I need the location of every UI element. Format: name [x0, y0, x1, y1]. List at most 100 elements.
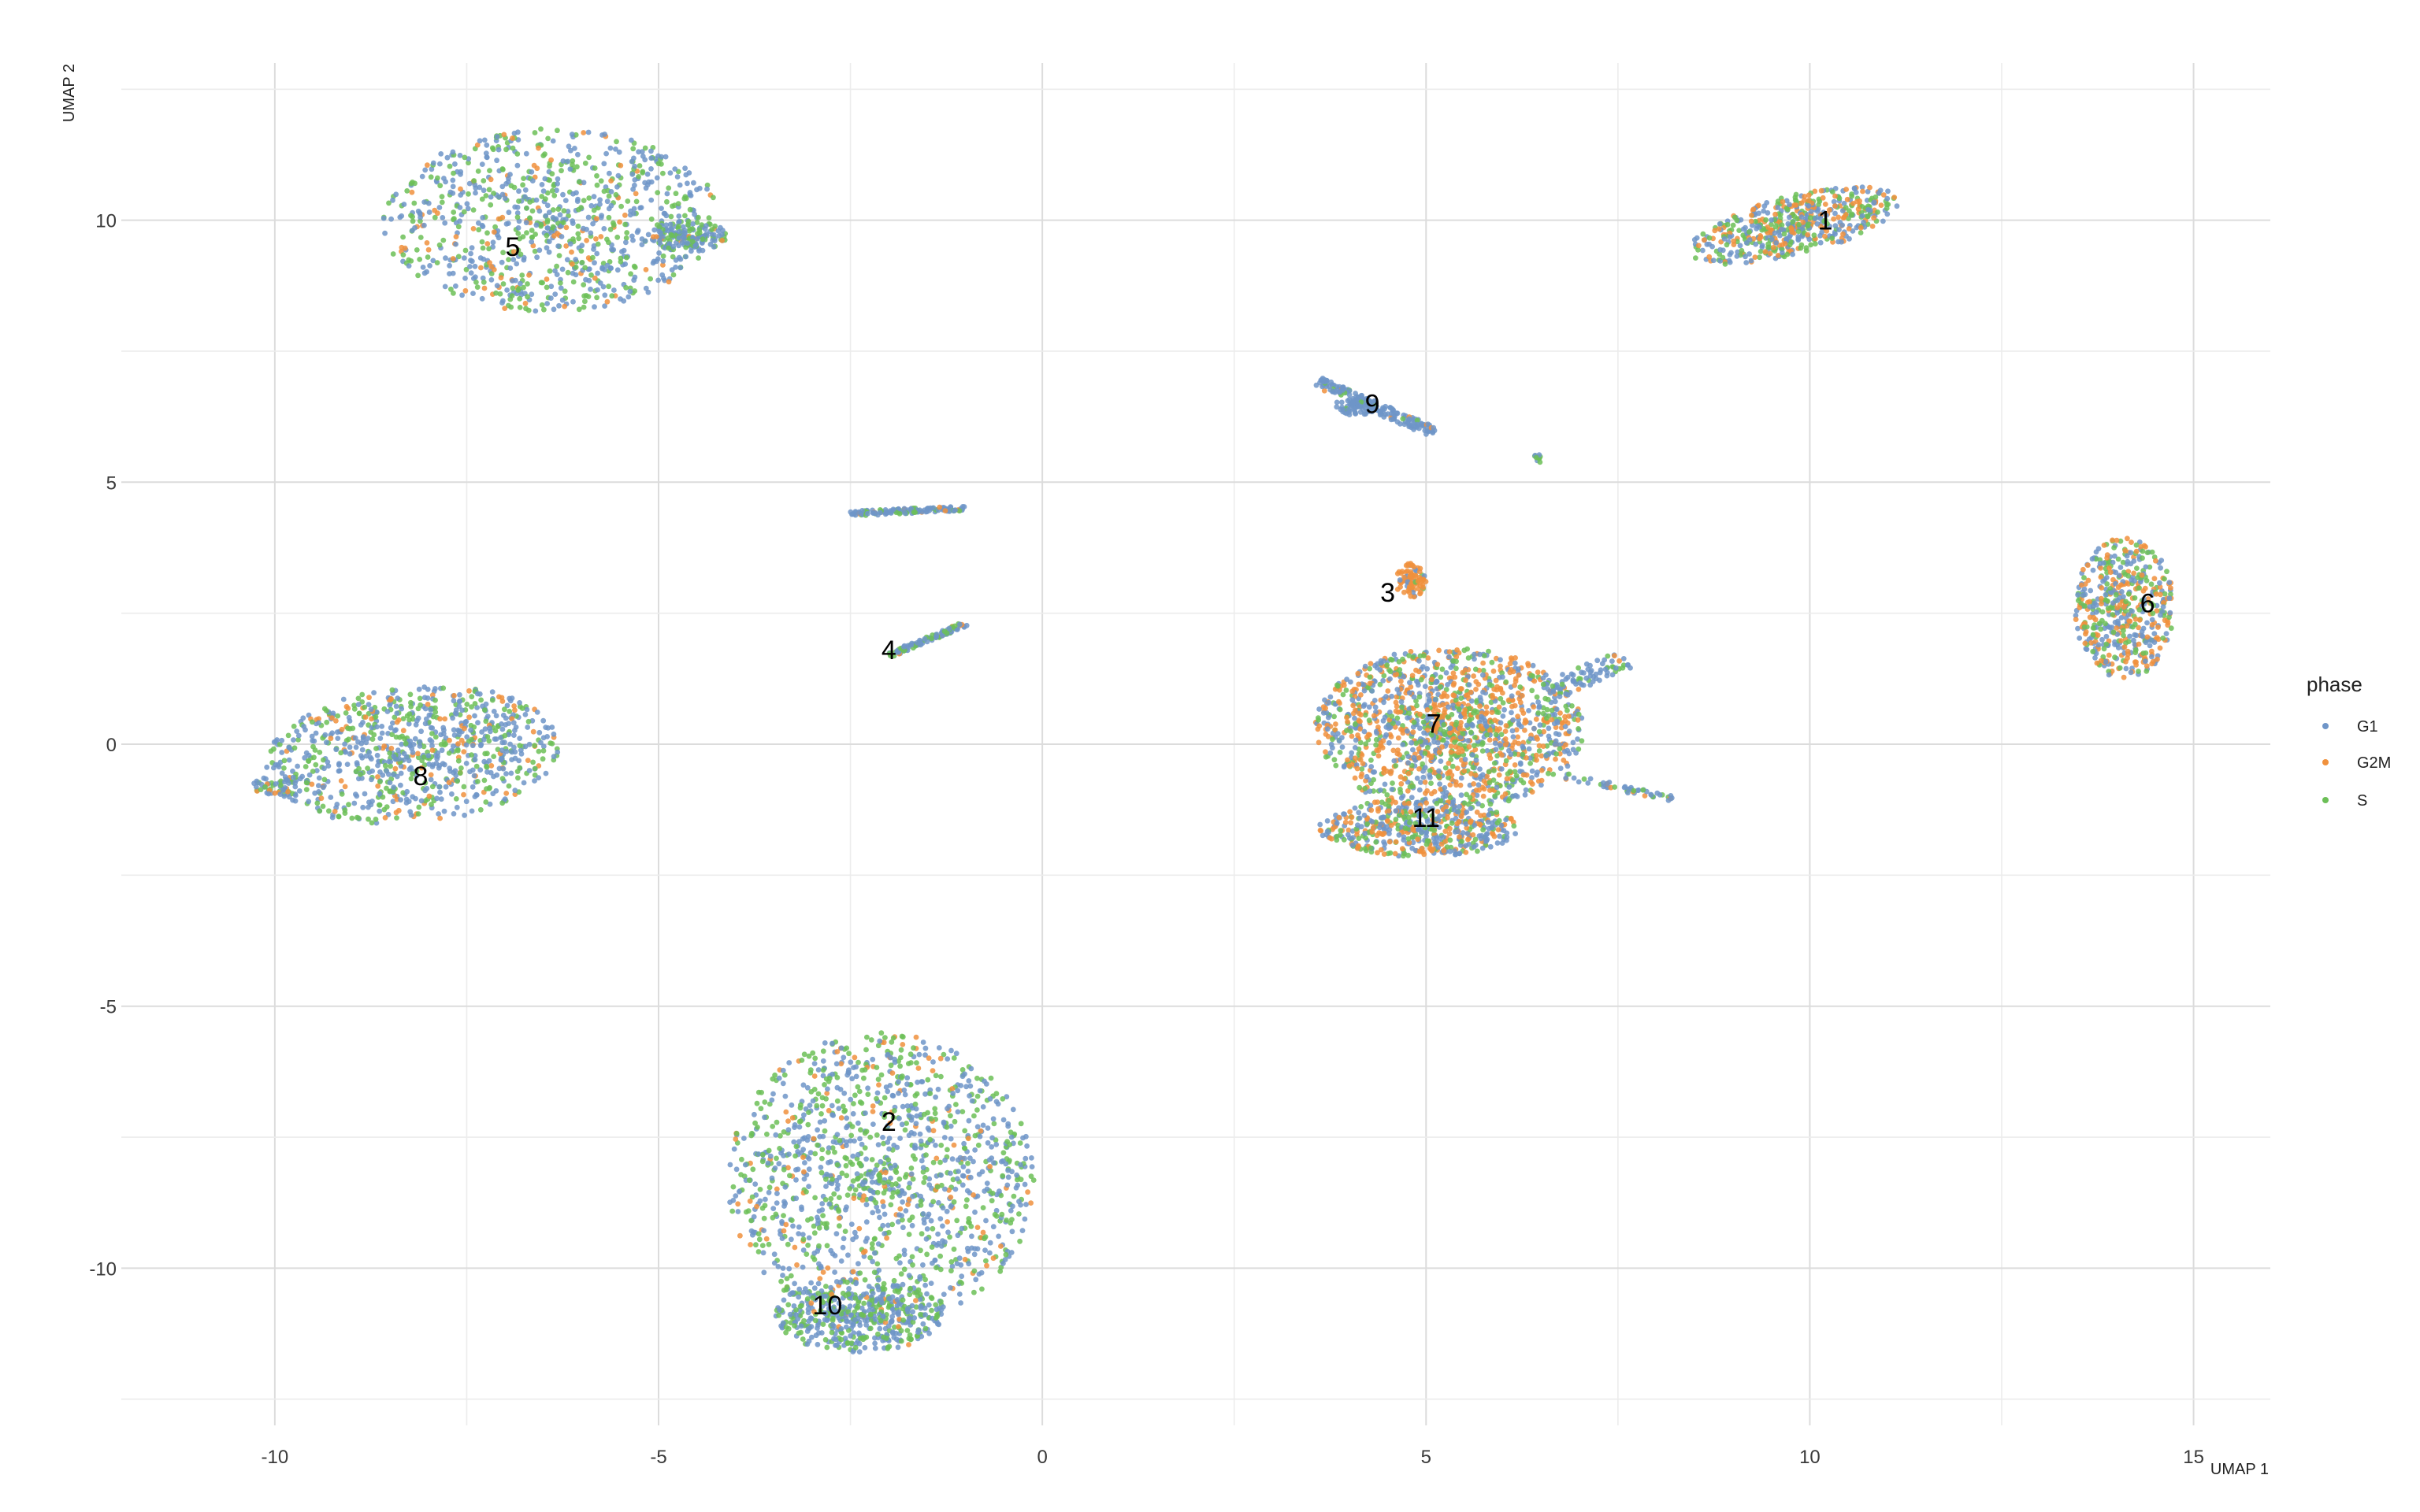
cell-point: [487, 168, 492, 174]
cell-point: [843, 1324, 849, 1330]
cell-point: [366, 816, 371, 822]
cell-point: [1018, 1177, 1024, 1183]
cell-point: [438, 796, 444, 802]
cell-point: [993, 1142, 1000, 1147]
cell-point: [922, 1175, 928, 1180]
cell-point: [1716, 226, 1722, 232]
cell-point: [800, 1082, 807, 1088]
cell-point: [439, 199, 445, 206]
cell-point: [739, 1156, 744, 1162]
cell-point: [786, 1266, 792, 1272]
cell-point: [536, 247, 543, 254]
cell-point: [818, 1111, 824, 1117]
cell-point: [915, 1329, 921, 1335]
cell-point: [909, 1254, 915, 1260]
cell-point: [591, 194, 597, 200]
cell-point: [776, 1313, 781, 1318]
cell-point: [507, 709, 513, 714]
cell-point: [1515, 713, 1520, 720]
cell-point: [836, 1215, 842, 1221]
cell-point: [316, 783, 321, 788]
cell-point: [522, 300, 529, 306]
cell-point: [642, 157, 648, 163]
cell-point: [306, 752, 312, 758]
cell-point: [1779, 222, 1785, 228]
cell-point: [559, 234, 565, 239]
cell-point: [940, 1223, 945, 1229]
cell-point: [906, 1273, 912, 1279]
cell-point: [550, 224, 556, 230]
cell-point: [1384, 792, 1390, 798]
cell-point: [666, 245, 672, 251]
cell-point: [1763, 217, 1769, 223]
cell-point: [328, 795, 334, 800]
cell-point: [463, 799, 470, 805]
cell-point: [802, 1160, 807, 1166]
cell-point: [812, 1151, 818, 1157]
cell-point: [929, 1295, 935, 1302]
cell-point: [515, 775, 521, 781]
cell-point: [432, 753, 439, 758]
cell-point: [646, 179, 651, 185]
cell-point: [356, 710, 362, 717]
cell-point: [1477, 766, 1483, 772]
cell-point: [674, 174, 681, 180]
cell-point: [935, 1321, 941, 1327]
cell-point: [1761, 226, 1767, 232]
cell-point: [737, 1232, 743, 1239]
cell-point: [1569, 703, 1575, 709]
cell-point: [369, 776, 374, 783]
cell-point: [905, 1309, 911, 1315]
cell-point: [500, 166, 506, 172]
cell-point: [356, 776, 362, 782]
cell-point: [1509, 703, 1515, 710]
cell-point: [443, 784, 449, 790]
cell-point: [908, 1171, 915, 1177]
cell-point: [470, 291, 476, 296]
cell-point: [878, 1072, 885, 1078]
cell-point: [870, 1291, 876, 1296]
cell-point: [366, 695, 372, 701]
cell-point: [774, 1191, 780, 1196]
cell-point: [933, 1302, 939, 1308]
cell-point: [484, 734, 491, 739]
cell-point: [624, 230, 630, 235]
cell-point: [367, 754, 373, 760]
cell-point: [584, 226, 589, 232]
cell-point: [832, 1269, 837, 1275]
cell-point: [291, 745, 298, 751]
cell-point: [1527, 736, 1534, 742]
cell-point: [822, 1128, 828, 1134]
cell-point: [390, 251, 396, 257]
cell-point: [987, 1164, 993, 1169]
cell-point: [434, 260, 440, 265]
cell-point: [951, 1199, 957, 1205]
cell-point: [601, 161, 607, 167]
cell-point: [1029, 1164, 1035, 1169]
cell-point: [677, 265, 684, 271]
cell-point: [393, 734, 399, 740]
cell-point: [815, 1067, 822, 1073]
cell-point: [588, 230, 594, 236]
cell-point: [801, 1112, 807, 1118]
cell-point: [458, 192, 464, 198]
cell-point: [517, 736, 523, 741]
cell-point: [1479, 772, 1486, 778]
cell-point: [755, 1249, 762, 1254]
cell-point: [811, 1061, 818, 1066]
cell-point: [941, 1135, 948, 1140]
cell-point: [733, 1166, 740, 1173]
cell-point: [760, 1250, 766, 1256]
cell-point: [1028, 1200, 1034, 1206]
cell-point: [422, 721, 429, 727]
cell-point: [815, 1091, 822, 1097]
cell-point: [1000, 1096, 1006, 1102]
cell-point: [1835, 214, 1842, 220]
cell-point: [837, 1195, 842, 1200]
cell-point: [792, 1280, 797, 1287]
cell-point: [667, 221, 674, 228]
cell-point: [863, 1238, 869, 1244]
cell-point: [477, 184, 483, 191]
cell-point: [271, 739, 277, 745]
cell-point: [369, 716, 374, 722]
